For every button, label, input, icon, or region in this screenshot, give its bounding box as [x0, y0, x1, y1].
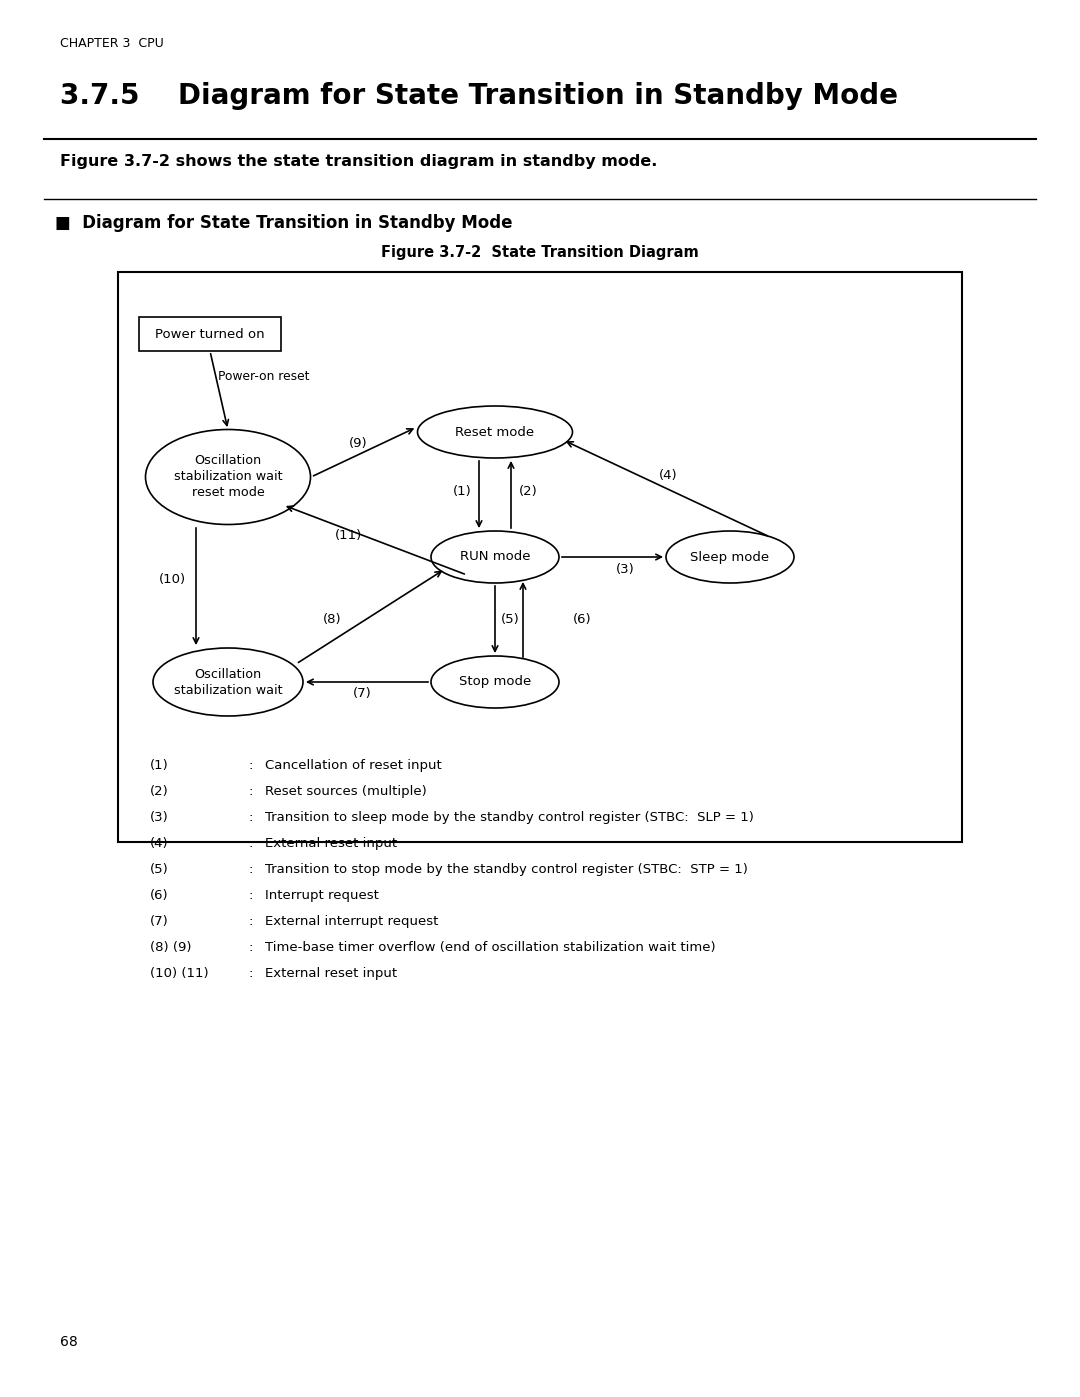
- Ellipse shape: [431, 657, 559, 708]
- Text: (10): (10): [159, 573, 186, 585]
- Text: :: :: [248, 837, 253, 849]
- Text: 3.7.5    Diagram for State Transition in Standby Mode: 3.7.5 Diagram for State Transition in St…: [60, 82, 897, 110]
- Text: (6): (6): [572, 612, 592, 626]
- Ellipse shape: [146, 429, 311, 524]
- Text: (3): (3): [150, 812, 168, 824]
- Text: (6): (6): [150, 888, 168, 902]
- Text: (9): (9): [349, 437, 367, 450]
- Text: ■  Diagram for State Transition in Standby Mode: ■ Diagram for State Transition in Standb…: [55, 214, 513, 232]
- Text: (8): (8): [323, 612, 341, 626]
- Text: 68: 68: [60, 1336, 78, 1350]
- Text: (1): (1): [150, 759, 168, 773]
- Text: Power turned on: Power turned on: [156, 327, 265, 341]
- Text: Cancellation of reset input: Cancellation of reset input: [265, 759, 442, 773]
- FancyBboxPatch shape: [139, 317, 281, 351]
- Text: External reset input: External reset input: [265, 967, 397, 981]
- Ellipse shape: [153, 648, 303, 717]
- Text: (1): (1): [453, 486, 471, 499]
- Text: (8) (9): (8) (9): [150, 942, 191, 954]
- Text: (5): (5): [150, 863, 168, 876]
- Text: (2): (2): [518, 486, 538, 499]
- Text: RUN mode: RUN mode: [460, 550, 530, 563]
- Text: :: :: [248, 812, 253, 824]
- Text: (3): (3): [616, 563, 634, 577]
- Text: :: :: [248, 759, 253, 773]
- Text: (4): (4): [659, 468, 677, 482]
- Text: Stop mode: Stop mode: [459, 676, 531, 689]
- Text: (10) (11): (10) (11): [150, 967, 208, 981]
- Text: Time-base timer overflow (end of oscillation stabilization wait time): Time-base timer overflow (end of oscilla…: [265, 942, 716, 954]
- Text: Interrupt request: Interrupt request: [265, 888, 379, 902]
- Text: :: :: [248, 888, 253, 902]
- Text: (4): (4): [150, 837, 168, 849]
- Text: (11): (11): [335, 528, 362, 542]
- Text: :: :: [248, 863, 253, 876]
- Text: (5): (5): [501, 612, 519, 626]
- Text: Transition to sleep mode by the standby control register (STBC:  SLP = 1): Transition to sleep mode by the standby …: [265, 812, 754, 824]
- Ellipse shape: [418, 407, 572, 458]
- Text: External interrupt request: External interrupt request: [265, 915, 438, 928]
- Ellipse shape: [431, 531, 559, 583]
- Ellipse shape: [666, 531, 794, 583]
- Text: (7): (7): [353, 687, 372, 700]
- Text: :: :: [248, 942, 253, 954]
- Text: (2): (2): [150, 785, 168, 798]
- Text: Oscillation
stabilization wait
reset mode: Oscillation stabilization wait reset mod…: [174, 454, 282, 500]
- Text: Reset mode: Reset mode: [456, 426, 535, 439]
- Text: CHAPTER 3  CPU: CHAPTER 3 CPU: [60, 36, 164, 50]
- Text: :: :: [248, 915, 253, 928]
- Text: Transition to stop mode by the standby control register (STBC:  STP = 1): Transition to stop mode by the standby c…: [265, 863, 747, 876]
- Text: Figure 3.7-2  State Transition Diagram: Figure 3.7-2 State Transition Diagram: [381, 244, 699, 260]
- Text: Sleep mode: Sleep mode: [690, 550, 770, 563]
- Bar: [118, 272, 962, 842]
- Text: (7): (7): [150, 915, 168, 928]
- Text: Figure 3.7-2 shows the state transition diagram in standby mode.: Figure 3.7-2 shows the state transition …: [60, 154, 658, 169]
- Text: :: :: [248, 967, 253, 981]
- Text: Power-on reset: Power-on reset: [218, 370, 310, 383]
- Text: Reset sources (multiple): Reset sources (multiple): [265, 785, 427, 798]
- Text: External reset input: External reset input: [265, 837, 397, 849]
- Text: :: :: [248, 785, 253, 798]
- Text: Oscillation
stabilization wait: Oscillation stabilization wait: [174, 668, 282, 697]
